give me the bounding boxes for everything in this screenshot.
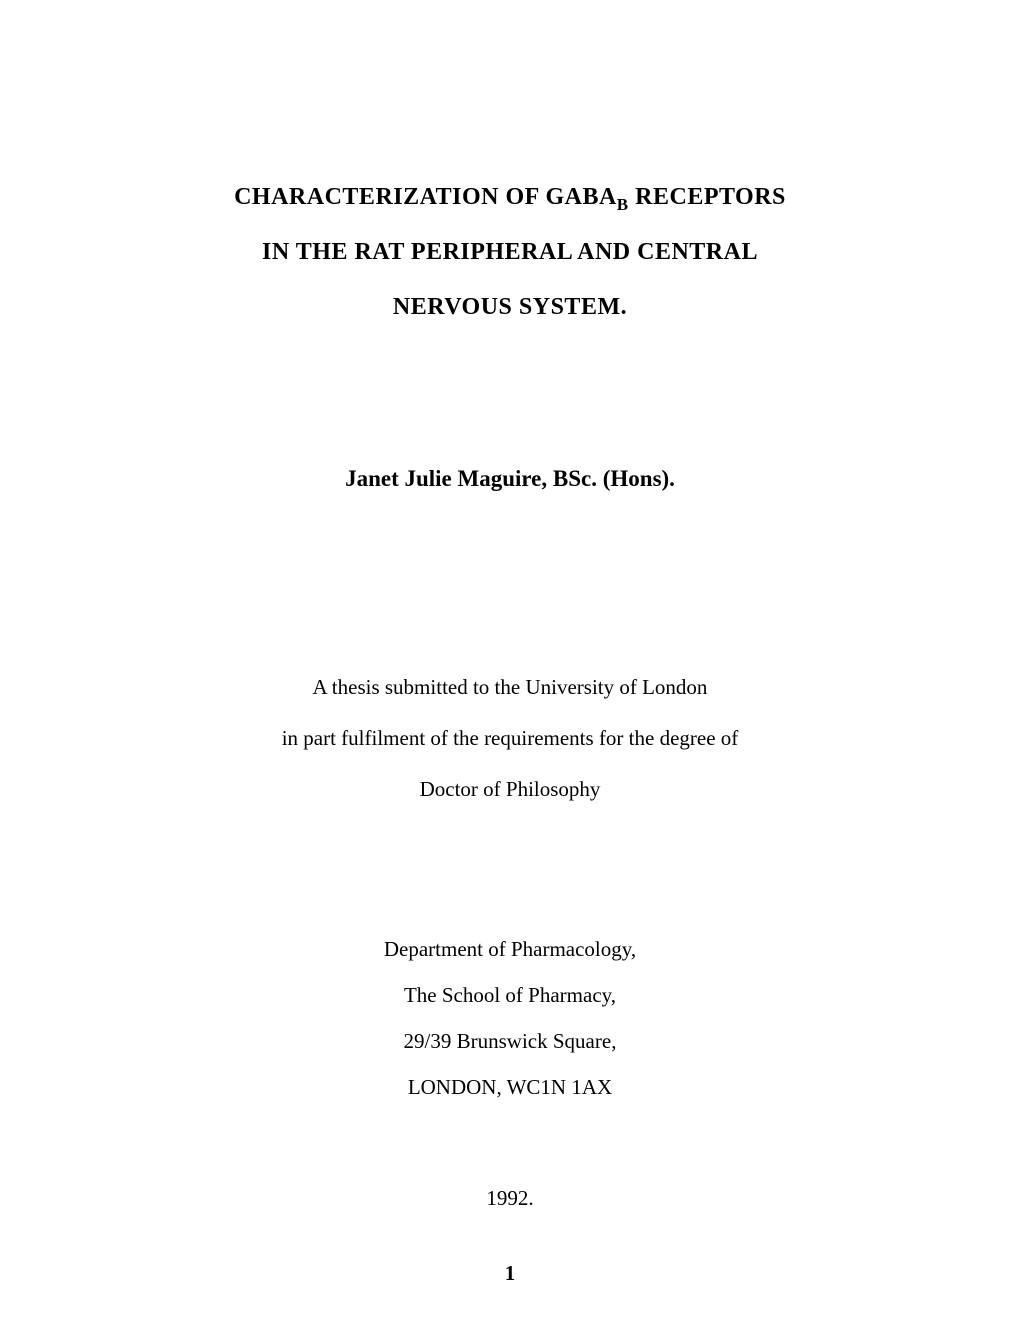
page-number-block: 1: [130, 1261, 890, 1286]
title-text-pre: CHARACTERIZATION OF GABA: [234, 184, 617, 210]
title-block: CHARACTERIZATION OF GABAB RECEPTORS IN T…: [130, 170, 890, 336]
author-block: Janet Julie Maguire, BSc. (Hons).: [130, 466, 890, 492]
title-line-2: IN THE RAT PERIPHERAL AND CENTRAL: [130, 225, 890, 280]
author-name: Janet Julie Maguire, BSc. (Hons).: [130, 466, 890, 492]
page-number: 1: [130, 1261, 890, 1286]
title-subscript: B: [617, 195, 629, 214]
dept-line-1: Department of Pharmacology,: [130, 926, 890, 972]
thesis-statement-block: A thesis submitted to the University of …: [130, 662, 890, 816]
thesis-line-1: A thesis submitted to the University of …: [130, 662, 890, 713]
thesis-line-2: in part fulfilment of the requirements f…: [130, 713, 890, 764]
thesis-line-3: Doctor of Philosophy: [130, 764, 890, 815]
title-line-1: CHARACTERIZATION OF GABAB RECEPTORS: [130, 170, 890, 225]
dept-line-2: The School of Pharmacy,: [130, 972, 890, 1018]
title-line-3: NERVOUS SYSTEM.: [130, 280, 890, 335]
thesis-title-page: CHARACTERIZATION OF GABAB RECEPTORS IN T…: [0, 0, 1020, 1320]
dept-line-4: LONDON, WC1N 1AX: [130, 1064, 890, 1110]
title-text-post: RECEPTORS: [629, 184, 786, 210]
year-value: 1992.: [130, 1186, 890, 1211]
dept-line-3: 29/39 Brunswick Square,: [130, 1018, 890, 1064]
department-block: Department of Pharmacology, The School o…: [130, 926, 890, 1111]
year-block: 1992.: [130, 1186, 890, 1211]
